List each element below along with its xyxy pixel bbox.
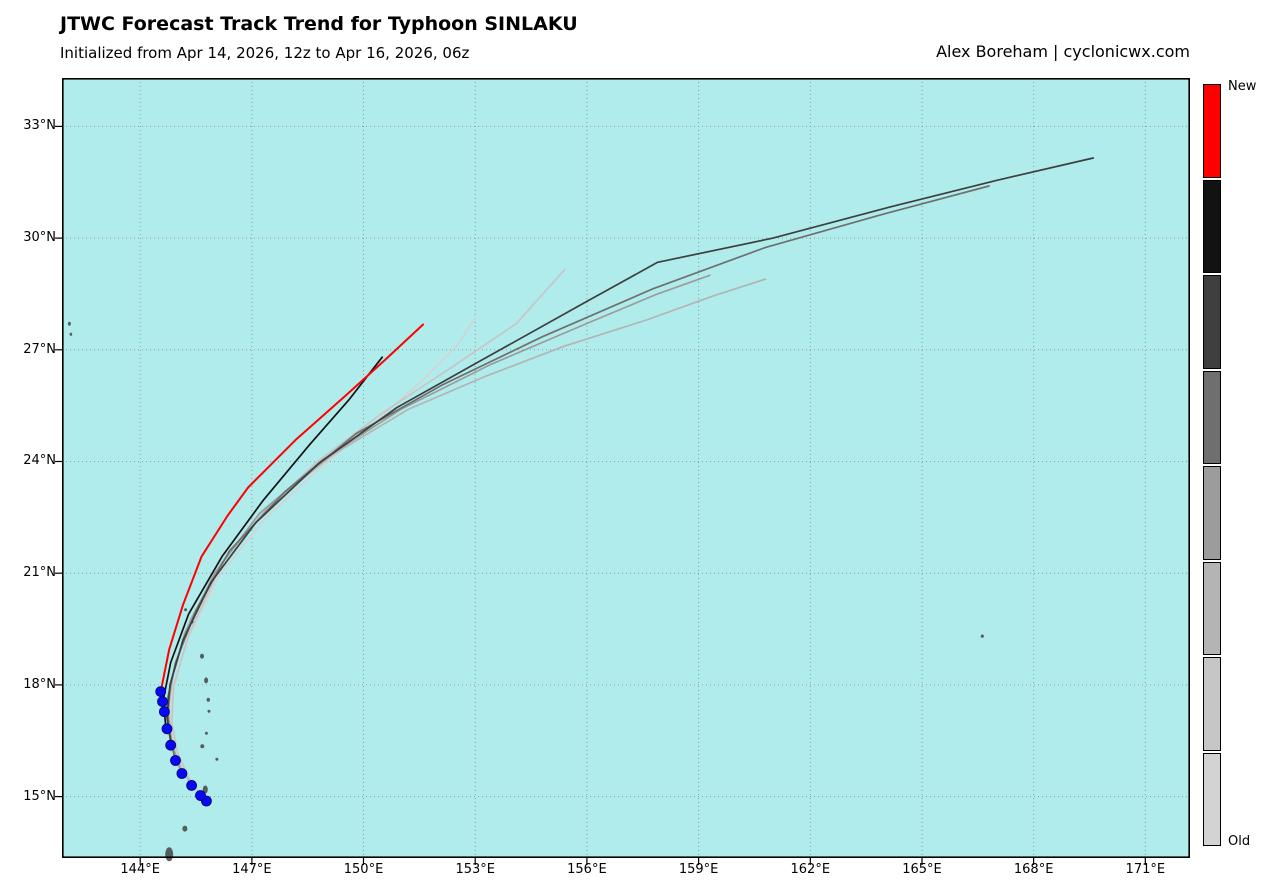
- y-tick-label: 33°N: [23, 118, 56, 134]
- observed-position-dot: [157, 696, 168, 707]
- island: [200, 653, 204, 659]
- ocean-background: [62, 78, 1190, 858]
- colorbar-segment: [1203, 84, 1221, 178]
- y-tick-label: 18°N: [23, 676, 56, 692]
- island: [67, 321, 71, 326]
- y-tick-label: 24°N: [23, 453, 56, 469]
- forecast-track: [166, 157, 1095, 750]
- observed-position-dot: [186, 780, 198, 791]
- y-tick-label: 30°N: [23, 230, 56, 246]
- observed-position-dot: [165, 739, 177, 751]
- colorbar-segment: [1203, 179, 1221, 273]
- colorbar-label-new: New: [1228, 79, 1257, 94]
- colorbar-segment: [1203, 275, 1221, 369]
- island: [165, 847, 174, 862]
- colorbar-segment: [1203, 657, 1221, 751]
- chart-title: JTWC Forecast Track Trend for Typhoon SI…: [60, 13, 578, 35]
- forecast-track: [159, 323, 425, 693]
- island: [184, 608, 188, 612]
- island: [206, 697, 210, 702]
- map-plot-svg: [55, 78, 1191, 865]
- observed-position-dot: [195, 790, 206, 801]
- y-tick-label: 15°N: [23, 788, 56, 804]
- observed-position-dot: [176, 768, 188, 779]
- credit-text: Alex Boreham | cyclonicwx.com: [936, 42, 1190, 61]
- island: [980, 634, 984, 638]
- island: [204, 731, 208, 735]
- y-tick-label: 27°N: [23, 341, 56, 357]
- map-plot-area: [55, 78, 1191, 865]
- forecast-track: [162, 356, 384, 733]
- observed-position-dot: [170, 755, 181, 766]
- island: [204, 677, 209, 684]
- colorbar: [1203, 84, 1221, 846]
- island: [215, 757, 219, 761]
- colorbar-segment: [1203, 561, 1221, 655]
- island: [69, 332, 73, 336]
- colorbar-label-old: Old: [1228, 834, 1251, 849]
- colorbar-segment: [1203, 370, 1221, 464]
- observed-position-dot: [155, 686, 167, 697]
- colorbar-segment: [1203, 466, 1221, 560]
- colorbar-segment: [1203, 752, 1221, 846]
- island: [200, 744, 205, 749]
- plot-border: [62, 78, 1191, 859]
- island: [182, 825, 188, 832]
- observed-position-dot: [161, 723, 173, 735]
- y-tick-label: 21°N: [23, 565, 56, 581]
- island: [207, 709, 211, 713]
- chart-subtitle: Initialized from Apr 14, 2026, 12z to Ap…: [60, 44, 470, 62]
- observed-position-dot: [159, 706, 170, 718]
